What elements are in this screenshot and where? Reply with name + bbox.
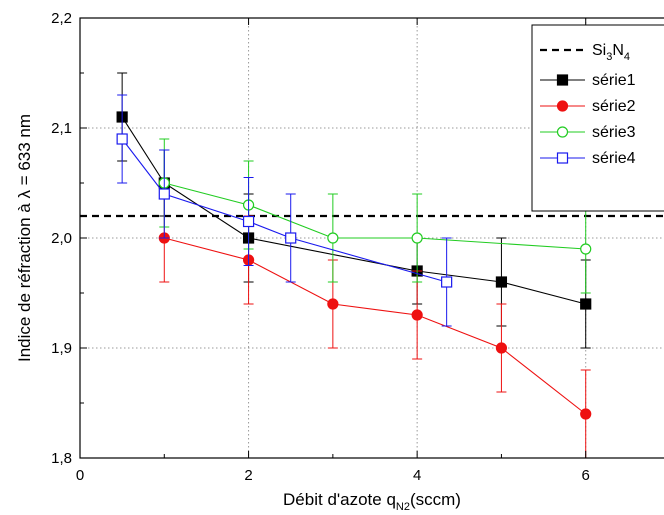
y-axis-title: Indice de réfraction à λ = 633 nm	[15, 114, 34, 362]
data-point	[556, 152, 569, 164]
series-2	[158, 193, 592, 459]
data-point	[556, 126, 569, 138]
data-point	[495, 342, 508, 354]
data-point	[441, 276, 453, 288]
data-point	[411, 309, 423, 321]
legend-box	[531, 24, 664, 212]
series-line	[121, 138, 447, 283]
data-point	[580, 298, 592, 310]
series-4	[116, 94, 453, 327]
series-line	[164, 237, 587, 415]
data-point	[285, 232, 297, 244]
legend: Si3N4 série1 série2 série3 série4	[531, 24, 664, 212]
legend-label-serie4: série4	[592, 150, 636, 167]
y-tick-label: 1,8	[51, 450, 72, 467]
data-point	[495, 276, 508, 288]
data-point	[580, 243, 592, 255]
legend-label-serie1: série1	[592, 72, 636, 89]
x-axis-title: Débit d'azote qN2(sccm)	[283, 490, 461, 513]
data-point	[242, 215, 255, 228]
series-layer	[116, 72, 592, 459]
legend-label-si3n4: Si3N4	[592, 42, 630, 63]
data-point	[411, 232, 423, 244]
ticks: 0 2 4 6 1,8 1,9 2,0 2,1 2,2	[51, 10, 590, 484]
data-point	[556, 74, 569, 86]
y-tick-label: 2,2	[51, 10, 72, 27]
series-line	[121, 116, 586, 305]
data-point	[327, 298, 339, 310]
y-tick-label: 2,0	[51, 230, 72, 247]
data-point	[116, 133, 128, 145]
x-tick-label: 4	[413, 467, 421, 484]
x-tick-label: 2	[244, 467, 252, 484]
legend-label-serie3: série3	[592, 124, 636, 141]
data-point	[580, 408, 592, 420]
data-point	[158, 188, 170, 200]
data-point	[556, 100, 569, 112]
x-tick-label: 0	[76, 467, 84, 484]
y-tick-label: 2,1	[51, 120, 72, 137]
x-tick-label: 6	[582, 467, 590, 484]
y-tick-label: 1,9	[51, 340, 72, 357]
legend-label-serie2: série2	[592, 98, 636, 115]
data-point	[327, 232, 339, 244]
